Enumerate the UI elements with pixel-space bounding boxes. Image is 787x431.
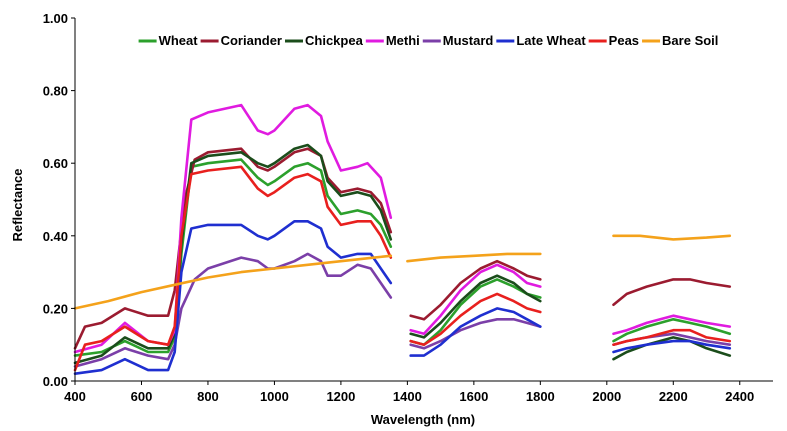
series-line-chickpea-segment-3 xyxy=(612,336,732,361)
series-line-peas-segment-2 xyxy=(409,292,542,346)
series-line-peas-segment-1 xyxy=(73,165,393,372)
y-tick-label: 0.60 xyxy=(43,156,68,171)
legend-label-coriander: Coriander xyxy=(221,33,282,48)
series-line-mustard-segment-1 xyxy=(73,252,393,368)
legend-label-wheat: Wheat xyxy=(159,33,199,48)
series-line-coriander-segment-1 xyxy=(73,147,393,350)
series-line-coriander-segment-3 xyxy=(612,278,732,307)
series-line-coriander-segment-2 xyxy=(409,259,542,321)
plot-area xyxy=(73,103,732,375)
y-tick-label: 1.00 xyxy=(43,11,68,26)
legend-label-bare-soil: Bare Soil xyxy=(662,33,718,48)
x-tick-label: 600 xyxy=(131,389,153,404)
series-line-wheat-segment-1 xyxy=(73,158,393,357)
series-line-mustard-segment-2 xyxy=(409,318,542,350)
y-tick-label: 0.20 xyxy=(43,301,68,316)
x-axis-title: Wavelength (nm) xyxy=(371,412,475,427)
series-line-methi-segment-2 xyxy=(409,263,542,336)
legend-label-chickpea: Chickpea xyxy=(305,33,364,48)
y-tick-label: 0.00 xyxy=(43,374,68,389)
legend-label-mustard: Mustard xyxy=(443,33,494,48)
series-line-bare-soil-segment-3 xyxy=(612,234,732,241)
legend-label-late-wheat: Late Wheat xyxy=(516,33,586,48)
x-tick-label: 1600 xyxy=(459,389,488,404)
x-tick-label: 1200 xyxy=(326,389,355,404)
series-line-peas-segment-3 xyxy=(612,328,732,346)
legend-label-methi: Methi xyxy=(386,33,420,48)
series-line-methi-segment-3 xyxy=(612,314,732,336)
series-line-late-wheat-segment-1 xyxy=(73,220,393,375)
series-line-bare-soil-segment-1 xyxy=(73,254,393,310)
x-tick-label: 1400 xyxy=(393,389,422,404)
x-tick-label: 400 xyxy=(64,389,86,404)
tick-labels: 400 600 800 1000 1200 1400 1600 1800 2000 2200 240… xyxy=(43,11,755,404)
x-tick-label: 1800 xyxy=(526,389,555,404)
series-line-chickpea-segment-1 xyxy=(73,143,393,365)
series-line-late-wheat-segment-3 xyxy=(612,339,732,354)
series-line-methi-segment-1 xyxy=(73,103,393,354)
legend: Wheat Coriander Chickpea Methi Mustard Late W… xyxy=(138,33,718,48)
axes xyxy=(71,17,773,385)
series-line-chickpea-segment-2 xyxy=(409,274,542,339)
y-tick-label: 0.80 xyxy=(43,84,68,99)
series-line-bare-soil-segment-2 xyxy=(406,252,542,263)
x-tick-label: 800 xyxy=(197,389,219,404)
series-line-wheat-segment-3 xyxy=(612,318,732,343)
y-axis-title: Reflectance xyxy=(10,169,25,242)
x-tick-label: 1000 xyxy=(260,389,289,404)
x-tick-label: 2200 xyxy=(659,389,688,404)
x-tick-label: 2000 xyxy=(592,389,621,404)
x-tick-label: 2400 xyxy=(725,389,754,404)
series-line-late-wheat-segment-2 xyxy=(409,307,542,357)
y-tick-label: 0.40 xyxy=(43,229,68,244)
legend-label-peas: Peas xyxy=(609,33,639,48)
